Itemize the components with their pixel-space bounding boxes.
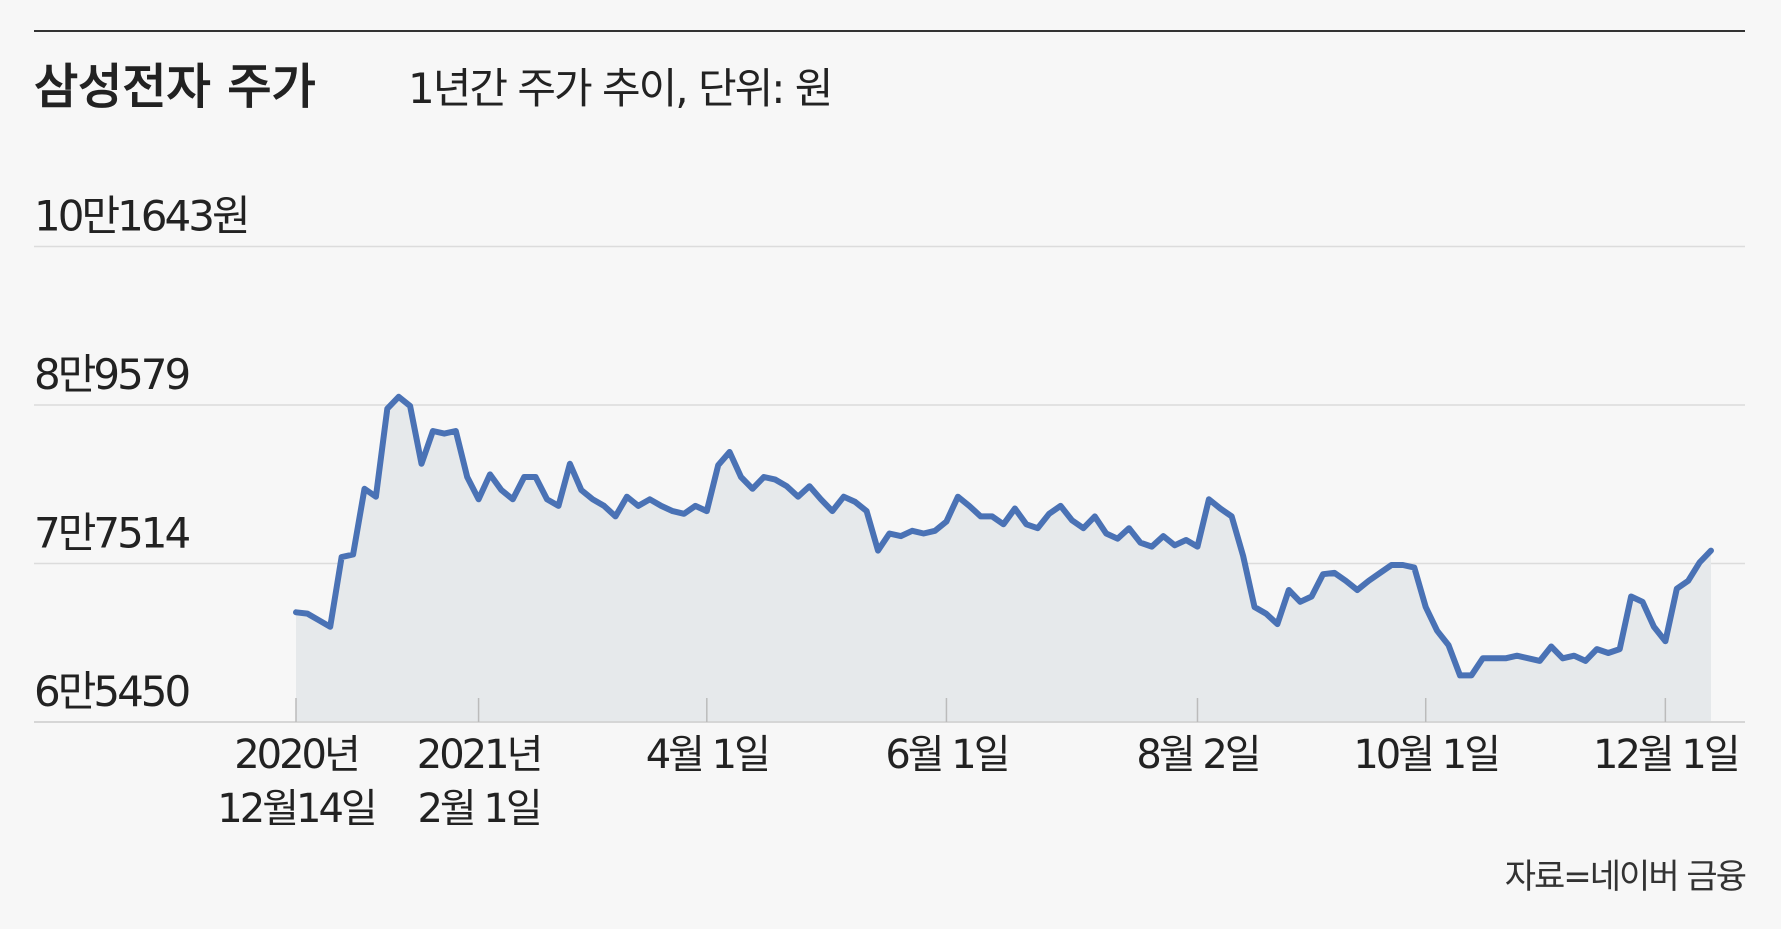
chart-title: 삼성전자 주가 bbox=[34, 59, 316, 115]
y-tick-label: 10만1643원 bbox=[34, 192, 248, 241]
x-tick-label: 12월 1일 bbox=[1593, 732, 1741, 778]
y-tick-label: 6만5450 bbox=[34, 667, 189, 716]
x-tick-label: 2021년 2월 1일 bbox=[416, 732, 544, 832]
x-tick-label: 2020년 12월14일 bbox=[217, 732, 377, 832]
y-tick-label: 7만7514 bbox=[34, 509, 190, 558]
source-note: 자료=네이버 금융 bbox=[1505, 857, 1746, 897]
x-tick-label: 10월 1일 bbox=[1353, 732, 1501, 778]
x-tick-label: 4월 1일 bbox=[645, 732, 771, 778]
chart-subtitle: 1년간 주가 추이, 단위: 원 bbox=[408, 64, 831, 113]
x-tick-label: 6월 1일 bbox=[885, 732, 1010, 778]
y-tick-label: 8만9579 bbox=[34, 350, 189, 399]
price-line bbox=[293, 393, 1714, 679]
x-tick-label: 8월 2일 bbox=[1136, 732, 1261, 778]
area bbox=[296, 396, 1711, 722]
